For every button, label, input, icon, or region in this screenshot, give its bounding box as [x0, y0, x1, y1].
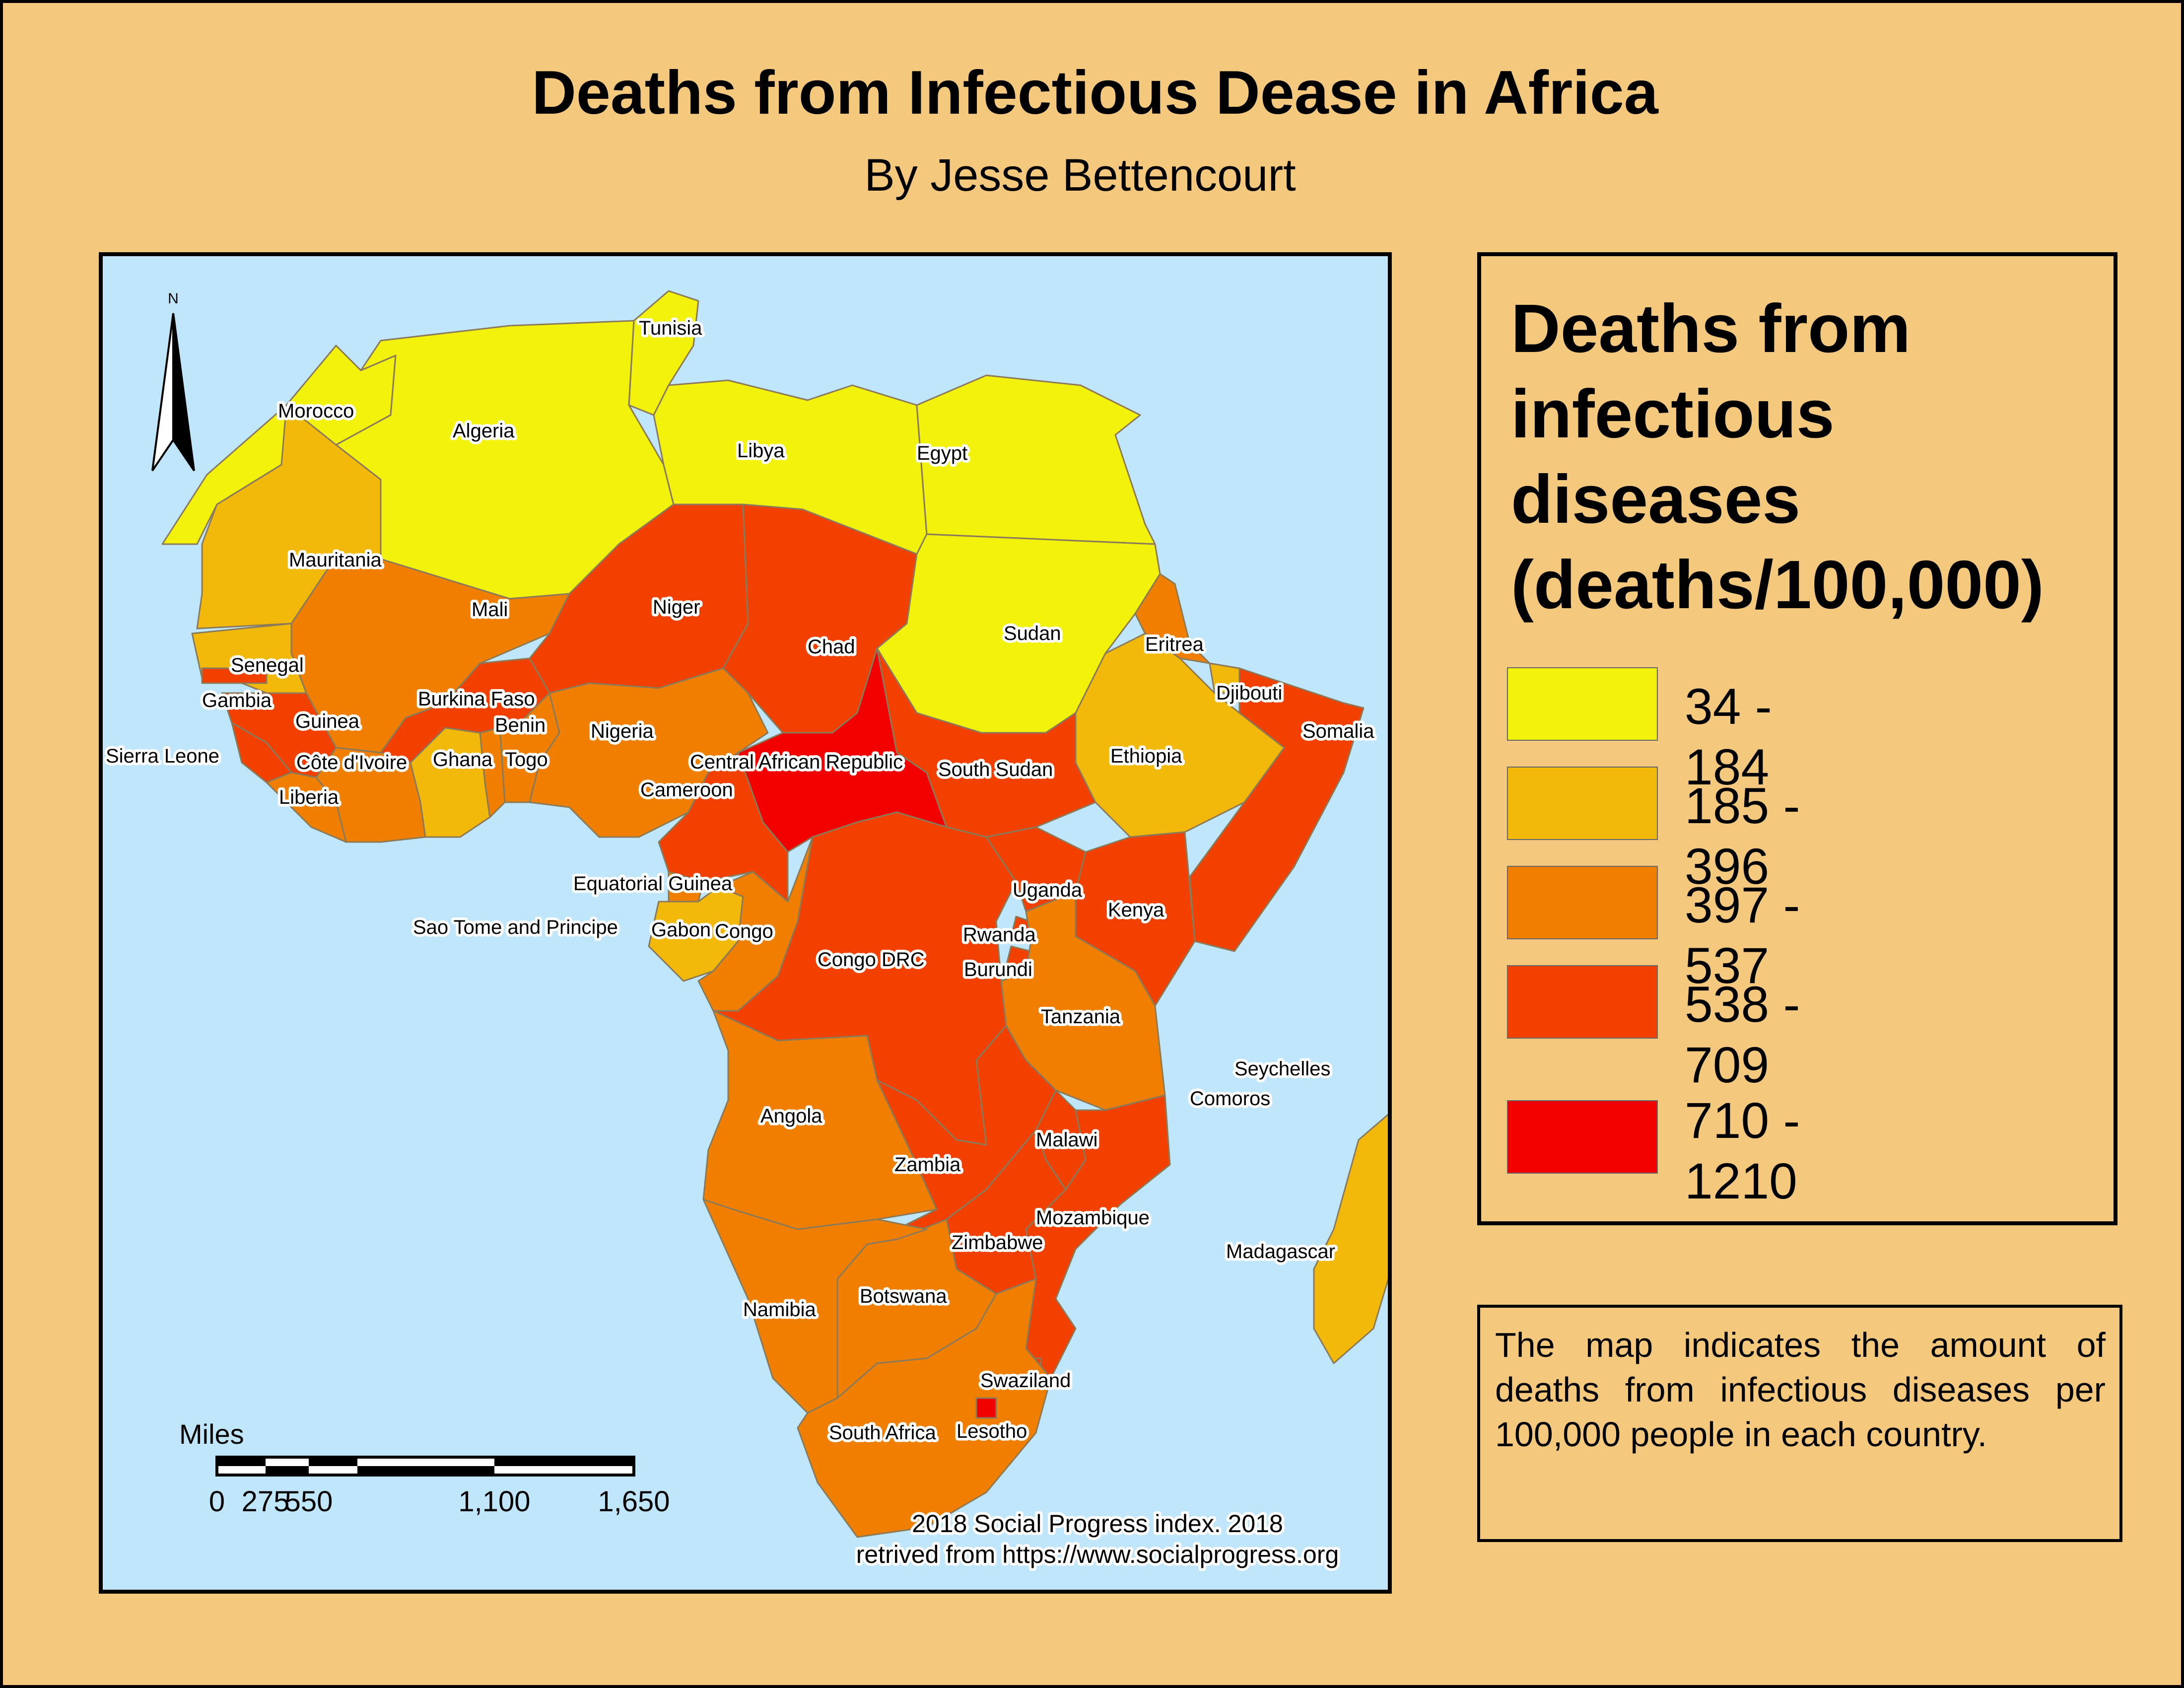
country-label-somalia: Somalia — [1302, 720, 1374, 742]
country-label-rwanda: Rwanda — [963, 924, 1036, 946]
country-label-uganda: Uganda — [1013, 879, 1083, 901]
source-line-1: 2018 Social Progress index. 2018 — [912, 1510, 1283, 1538]
country-label-swaziland: Swaziland — [980, 1370, 1071, 1392]
country-label-liberia: Liberia — [279, 786, 339, 808]
country-label-mali: Mali — [472, 599, 508, 621]
country-label-madagascar: Madagascar — [1226, 1241, 1335, 1263]
country-label-tanzania: Tanzania — [1041, 1006, 1121, 1028]
country-label-guinea: Guinea — [295, 710, 360, 732]
country-label-chad: Chad — [808, 636, 855, 658]
legend-swatch — [1507, 1100, 1658, 1174]
legend-item: 710 - 1210 — [1507, 1092, 2093, 1209]
country-label-malawi: Malawi — [1036, 1129, 1097, 1151]
note-text: The map indicates the amount of deaths f… — [1495, 1326, 2106, 1454]
legend-swatch — [1507, 965, 1658, 1039]
country-label-burkina-faso: Burkina Faso — [418, 688, 535, 710]
country-label-sao-tome-and-principe: Sao Tome and Principe — [413, 916, 618, 938]
legend-item: 185 - 396 — [1507, 767, 2093, 895]
scale-tick-label: 0 — [209, 1485, 225, 1518]
north-arrow-icon: N — [151, 290, 195, 472]
legend-swatch — [1507, 767, 1658, 840]
country-label-south-sudan: South Sudan — [938, 759, 1053, 780]
country-label-botswana: Botswana — [860, 1285, 947, 1307]
legend-label: 34 - 184 — [1685, 678, 1772, 795]
country-label-togo: Togo — [505, 749, 548, 771]
country-south-africa — [797, 1278, 1052, 1538]
country-lesotho — [975, 1397, 997, 1419]
country-liberia — [266, 772, 347, 843]
africa-map: N Tunisia Morocco Algeria Libya Egypt Maurita… — [103, 290, 1388, 1571]
map-note: The map indicates the amount of deaths f… — [1477, 1305, 2122, 1542]
scale-tick-label: 1,650 — [598, 1485, 670, 1518]
legend-label: 710 - 1210 — [1685, 1092, 1800, 1209]
legend-swatch — [1507, 667, 1658, 741]
north-label: N — [168, 290, 179, 307]
country-label-gambia: Gambia — [202, 690, 272, 711]
country-label-zimbabwe: Zimbabwe — [952, 1232, 1043, 1254]
country-label-senegal: Senegal — [231, 654, 304, 676]
country-label-burundi: Burundi — [964, 959, 1032, 981]
country-label-egypt: Egypt — [917, 442, 967, 464]
country-togo — [479, 727, 506, 818]
country-tanzania — [1000, 891, 1166, 1111]
map-title: Deaths from Infectious Dease in Africa — [532, 59, 1658, 127]
legend-item: 34 - 184 — [1507, 667, 2093, 795]
country-madagascar — [1313, 1114, 1388, 1364]
country-label-mauritania: Mauritania — [289, 549, 382, 571]
country-label-gabon: Gabon — [651, 919, 711, 941]
map-frame: N Tunisia Morocco Algeria Libya Egypt Maurita… — [99, 252, 1392, 1594]
country-label-morocco: Morocco — [278, 400, 354, 422]
country-label-congo: Congo — [715, 920, 773, 942]
source-line-2: retrived from https://www.socialprogress… — [856, 1541, 1339, 1568]
country-label-nigeria: Nigeria — [591, 720, 654, 742]
legend: Deaths from infectious diseases (deaths/… — [1477, 252, 2117, 1225]
country-tunisia — [628, 290, 699, 416]
country-rwanda — [1010, 915, 1032, 942]
legend-swatch — [1507, 866, 1658, 939]
legend-label: 185 - 396 — [1685, 777, 1800, 895]
country-label-congo-drc: Congo DRC — [818, 949, 925, 971]
country-namibia — [702, 1198, 928, 1414]
country-zambia — [876, 1025, 1057, 1235]
country-label-namibia: Namibia — [743, 1299, 816, 1321]
country-label-mozambique: Mozambique — [1036, 1207, 1150, 1229]
country-label-benin: Benin — [495, 714, 546, 736]
legend-item: 397 - 537 — [1507, 866, 2093, 994]
country-label-south-africa: South Africa — [829, 1422, 936, 1444]
country-label-lesotho: Lesotho — [956, 1420, 1027, 1442]
legend-title: Deaths from infectious diseases (deaths/… — [1511, 290, 2044, 623]
country-label-sudan: Sudan — [1004, 623, 1061, 644]
country-label-cameroon: Cameroon — [640, 779, 733, 801]
country-label-comoros: Comoros — [1190, 1088, 1270, 1110]
country-label-eritrea: Eritrea — [1145, 633, 1204, 655]
country-label-sierra-leone: Sierra Leone — [106, 745, 219, 767]
country-label-kenya: Kenya — [1108, 899, 1164, 921]
map-subtitle: By Jesse Bettencourt — [864, 150, 1296, 201]
country-label-ethiopia: Ethiopia — [1110, 745, 1182, 767]
legend-label: 397 - 537 — [1685, 877, 1800, 994]
country-label-seychelles: Seychelles — [1234, 1058, 1330, 1080]
scale-tick-label: 275 — [242, 1485, 290, 1518]
country-label-niger: Niger — [653, 596, 700, 618]
country-label-equatorial-guinea: Equatorial Guinea — [573, 873, 733, 895]
country-label-ghana: Ghana — [433, 749, 493, 771]
country-label-central-african-republic: Central African Republic — [690, 751, 903, 773]
country-label-c-te-d-ivoire: Côte d'Ivoire — [296, 752, 407, 774]
country-label-djibouti: Djibouti — [1216, 682, 1282, 704]
legend-label: 538 - 709 — [1685, 976, 1800, 1093]
country-label-zambia: Zambia — [894, 1154, 961, 1176]
scale-tick-label: 550 — [285, 1485, 333, 1518]
country-gambia — [201, 667, 268, 684]
scale-tick-label: 1,100 — [458, 1485, 530, 1518]
country-label-libya: Libya — [737, 440, 785, 462]
country-label-tunisia: Tunisia — [639, 317, 702, 339]
country-label-algeria: Algeria — [453, 420, 515, 442]
legend-item: 538 - 709 — [1507, 965, 2093, 1093]
country-ethiopia — [1075, 633, 1285, 838]
scale-unit: Miles — [179, 1418, 244, 1450]
country-label-angola: Angola — [760, 1105, 822, 1127]
country-mauritania — [196, 404, 382, 630]
